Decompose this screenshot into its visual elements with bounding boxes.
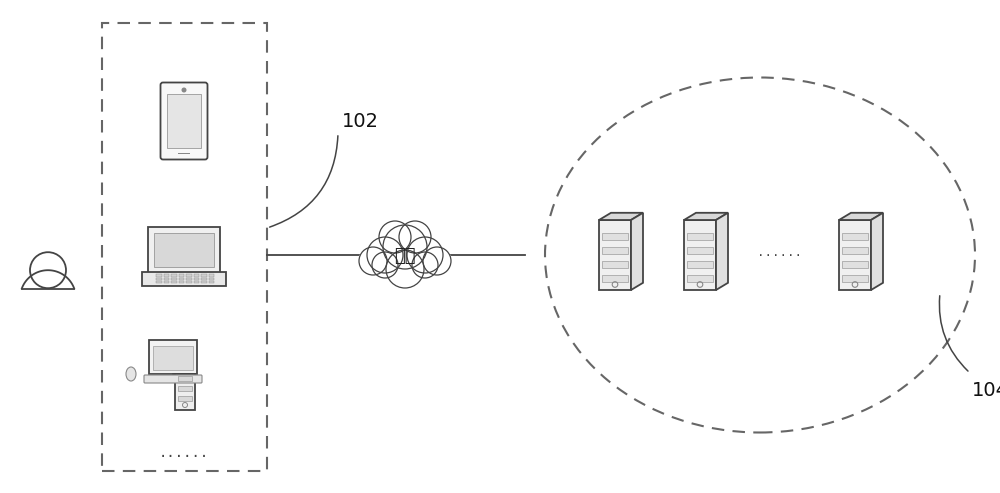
Bar — [208, 281, 214, 283]
Bar — [687, 261, 713, 268]
Text: 网络: 网络 — [394, 247, 416, 265]
FancyBboxPatch shape — [148, 227, 220, 273]
Bar — [178, 153, 190, 154]
Bar — [186, 275, 192, 277]
Polygon shape — [684, 213, 728, 220]
Polygon shape — [871, 213, 883, 290]
Polygon shape — [599, 213, 643, 220]
Circle shape — [399, 221, 431, 253]
Bar — [687, 275, 713, 282]
Circle shape — [182, 88, 186, 92]
Bar — [687, 233, 713, 240]
Bar — [149, 340, 197, 374]
Bar — [687, 247, 713, 254]
Bar — [602, 275, 628, 282]
Bar — [175, 374, 195, 410]
Bar — [186, 278, 192, 280]
Bar — [602, 261, 628, 268]
Circle shape — [367, 237, 403, 273]
Bar — [186, 281, 192, 283]
Circle shape — [359, 247, 387, 275]
Bar — [178, 386, 192, 391]
Bar — [842, 261, 868, 268]
Circle shape — [386, 250, 424, 288]
Bar — [201, 281, 207, 283]
Bar — [171, 275, 176, 277]
Circle shape — [372, 252, 398, 278]
Circle shape — [379, 221, 411, 253]
Bar — [167, 94, 201, 148]
Bar — [842, 233, 868, 240]
Bar — [208, 275, 214, 277]
FancyBboxPatch shape — [144, 375, 202, 383]
Bar — [194, 281, 199, 283]
Bar — [194, 275, 199, 277]
Bar — [164, 278, 169, 280]
Bar — [178, 275, 184, 277]
Bar — [156, 278, 162, 280]
Bar — [684, 220, 716, 290]
Bar — [156, 275, 162, 277]
Circle shape — [383, 225, 427, 269]
Bar — [842, 247, 868, 254]
Circle shape — [423, 247, 451, 275]
FancyBboxPatch shape — [161, 82, 208, 160]
Bar — [178, 278, 184, 280]
Bar — [839, 220, 871, 290]
Bar — [201, 275, 207, 277]
Text: ......: ...... — [758, 246, 802, 259]
Text: ......: ...... — [159, 446, 209, 460]
Text: 102: 102 — [342, 112, 379, 131]
Bar — [194, 278, 199, 280]
Bar — [178, 281, 184, 283]
Polygon shape — [716, 213, 728, 290]
Ellipse shape — [126, 367, 136, 381]
Bar — [599, 220, 631, 290]
FancyBboxPatch shape — [142, 272, 226, 286]
Text: 104: 104 — [972, 381, 1000, 400]
Bar — [171, 281, 176, 283]
Bar — [178, 396, 192, 401]
Bar — [153, 346, 193, 370]
Polygon shape — [839, 213, 883, 220]
Bar — [208, 278, 214, 280]
Bar — [154, 233, 214, 267]
Bar — [171, 278, 176, 280]
Circle shape — [412, 252, 438, 278]
Bar — [102, 23, 267, 471]
Bar — [602, 247, 628, 254]
Bar — [842, 275, 868, 282]
Bar — [602, 233, 628, 240]
Bar — [164, 275, 169, 277]
Polygon shape — [631, 213, 643, 290]
Bar — [164, 281, 169, 283]
Bar — [201, 278, 207, 280]
Circle shape — [407, 237, 443, 273]
Bar — [156, 281, 162, 283]
Bar — [178, 376, 192, 381]
